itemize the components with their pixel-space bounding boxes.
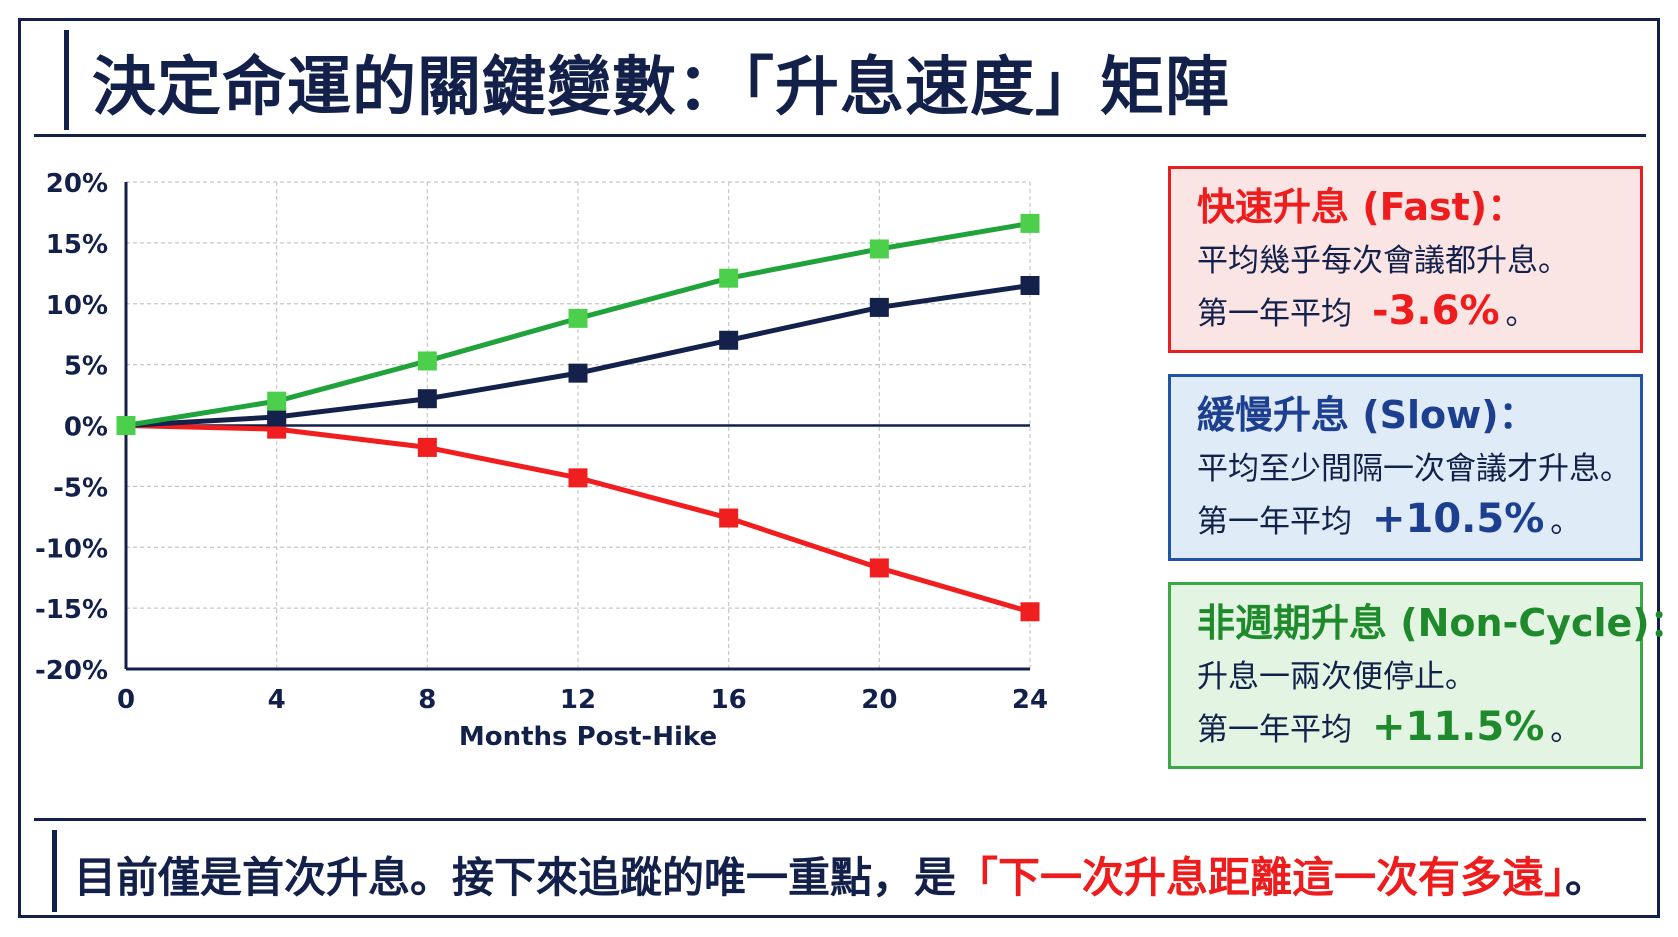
slow-avg-label: 第一年平均 bbox=[1197, 504, 1352, 540]
slow-card-average: 第一年平均 +10.5%。 bbox=[1197, 497, 1640, 544]
data-point-noncycle bbox=[869, 239, 889, 259]
y-tick-label: -20% bbox=[35, 656, 108, 686]
data-point-slow bbox=[869, 297, 889, 317]
y-tick-label: 10% bbox=[46, 291, 108, 321]
data-point-noncycle bbox=[1020, 213, 1040, 233]
noncycle-hike-card: 非週期升息 (Non-Cycle)： 升息一兩次便停止。 第一年平均 +11.5%… bbox=[1168, 582, 1678, 769]
data-point-slow bbox=[719, 330, 739, 350]
slow-card-desc: 平均至少間隔一次會議才升息。 bbox=[1197, 451, 1631, 487]
noncycle-card-title: 非週期升息 (Non-Cycle)： bbox=[1197, 601, 1678, 645]
fast-hike-card: 快速升息 (Fast)： 平均幾乎每次會議都升息。 第一年平均 -3.6%。 bbox=[1168, 166, 1643, 353]
footer-highlight: 「下一次升息距離這一次有多遠」 bbox=[956, 853, 1566, 902]
data-point-fast bbox=[417, 437, 437, 457]
x-tick-label: 16 bbox=[711, 685, 747, 715]
footer-accent-bar bbox=[52, 830, 57, 912]
slow-avg-suffix: 。 bbox=[1550, 504, 1582, 540]
data-point-noncycle bbox=[568, 308, 588, 328]
fast-card-title: 快速升息 (Fast)： bbox=[1197, 185, 1526, 229]
y-tick-label: 5% bbox=[64, 352, 108, 382]
data-point-slow bbox=[1020, 275, 1040, 295]
y-tick-label: -15% bbox=[35, 595, 108, 625]
y-tick-label: -10% bbox=[35, 534, 108, 564]
x-axis-label: Months Post-Hike bbox=[459, 722, 717, 752]
y-tick-label: -5% bbox=[53, 473, 108, 503]
noncycle-card-average: 第一年平均 +11.5%。 bbox=[1197, 705, 1640, 752]
data-point-noncycle bbox=[116, 416, 136, 435]
title-divider bbox=[34, 134, 1646, 137]
noncycle-avg-label: 第一年平均 bbox=[1197, 712, 1352, 748]
x-tick-label: 24 bbox=[1012, 685, 1048, 715]
data-point-fast bbox=[869, 558, 889, 578]
fast-avg-value: -3.6% bbox=[1372, 288, 1500, 334]
footer-suffix: 。 bbox=[1565, 853, 1608, 902]
y-tick-label: 15% bbox=[46, 230, 108, 260]
data-point-slow bbox=[417, 389, 437, 409]
line-chart: 20% 15% 10% 5% 0% -5% -10% -15% -20% 0 4 8 12 16 20 24 M… bbox=[35, 169, 1048, 752]
title-accent-bar bbox=[64, 30, 69, 130]
fast-card-average: 第一年平均 -3.6%。 bbox=[1197, 289, 1640, 336]
fast-card-desc: 平均幾乎每次會議都升息。 bbox=[1197, 243, 1569, 279]
footer-message: 目前僅是首次升息。接下來追蹤的唯一重點，是「下一次升息距離這一次有多遠」。 bbox=[74, 844, 1607, 905]
footer-divider bbox=[34, 818, 1646, 821]
noncycle-avg-suffix: 。 bbox=[1550, 712, 1582, 748]
fast-avg-label: 第一年平均 bbox=[1197, 296, 1352, 332]
footer-text: 目前僅是首次升息。接下來追蹤的唯一重點，是 bbox=[74, 853, 957, 902]
page-title: 決定命運的關鍵變數：「升息速度」矩陣 bbox=[92, 51, 1230, 125]
slow-card-title: 緩慢升息 (Slow)： bbox=[1197, 393, 1537, 437]
y-tick-label: 0% bbox=[64, 413, 108, 443]
data-point-fast bbox=[719, 508, 739, 528]
noncycle-card-desc: 升息一兩次便停止。 bbox=[1197, 659, 1476, 695]
data-point-noncycle bbox=[417, 351, 437, 371]
chart-labels: 20% 15% 10% 5% 0% -5% -10% -15% -20% 0 4 8 12 16 20 24 M… bbox=[35, 169, 1048, 752]
data-point-noncycle bbox=[267, 391, 287, 411]
slow-avg-value: +10.5% bbox=[1372, 496, 1545, 542]
x-tick-label: 0 bbox=[117, 685, 135, 715]
y-tick-label: 20% bbox=[46, 169, 108, 199]
data-point-noncycle bbox=[719, 268, 739, 288]
fast-avg-suffix: 。 bbox=[1505, 296, 1537, 332]
data-point-slow bbox=[568, 363, 588, 383]
chart-series bbox=[116, 213, 1040, 622]
x-tick-label: 12 bbox=[560, 685, 596, 715]
data-point-fast bbox=[1020, 602, 1040, 622]
x-tick-label: 4 bbox=[268, 685, 286, 715]
data-point-slow bbox=[267, 407, 287, 427]
x-tick-label: 8 bbox=[418, 685, 436, 715]
data-point-fast bbox=[568, 468, 588, 488]
noncycle-avg-value: +11.5% bbox=[1372, 704, 1545, 750]
slow-hike-card: 緩慢升息 (Slow)： 平均至少間隔一次會議才升息。 第一年平均 +10.5%。 bbox=[1168, 374, 1643, 561]
x-tick-label: 20 bbox=[861, 685, 897, 715]
